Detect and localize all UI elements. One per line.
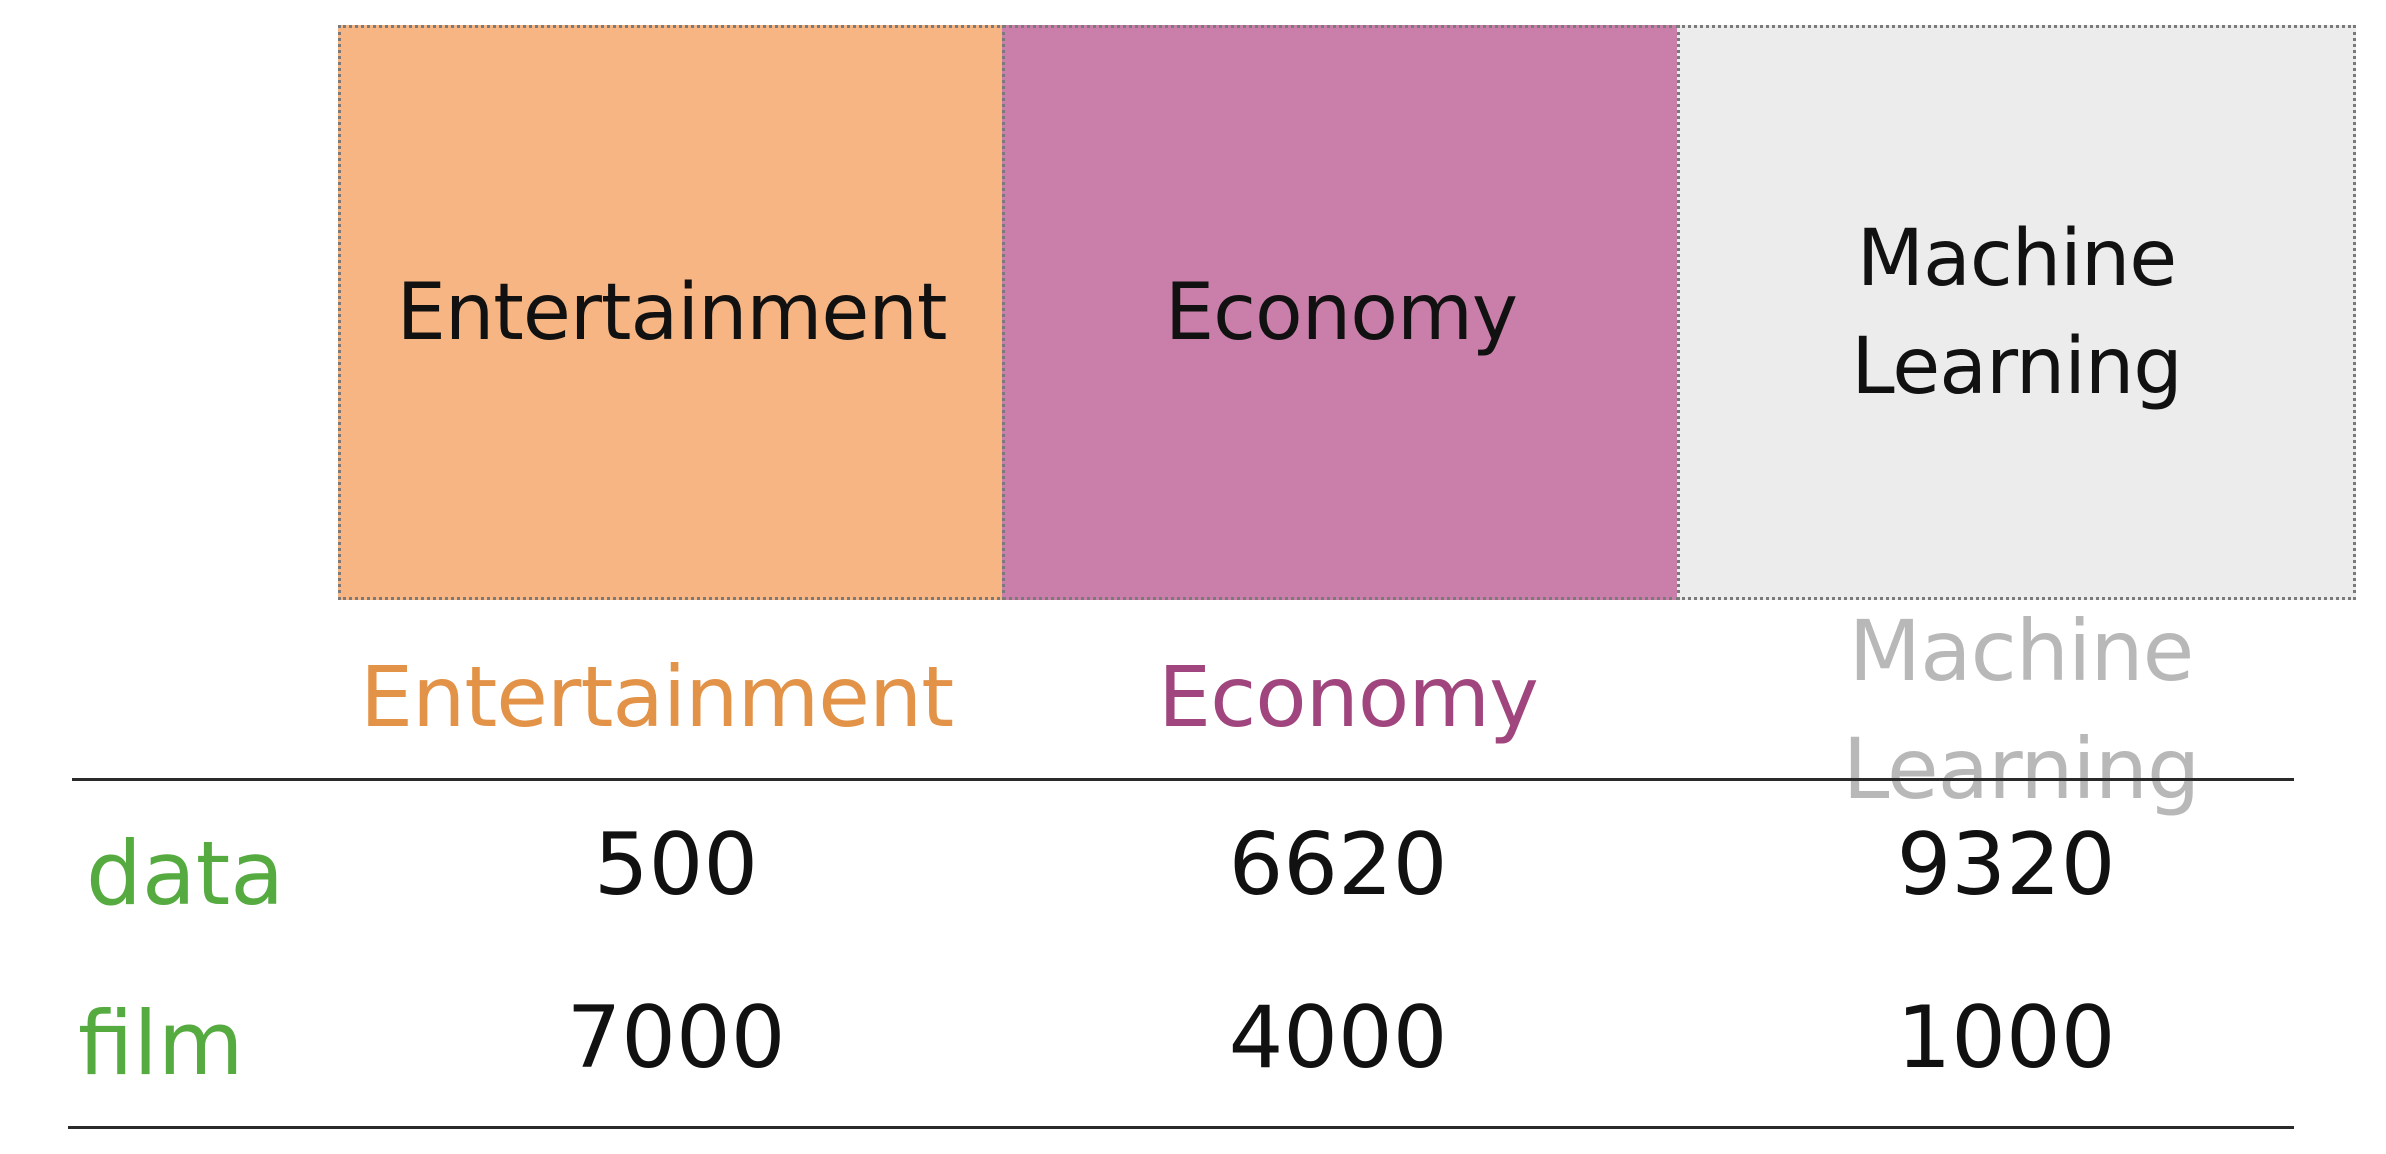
row-label-film: film [78, 992, 244, 1095]
table-cell: 4000 [1228, 988, 1448, 1088]
table-cell: 500 [593, 815, 759, 915]
topic-box-economy: Economy [1002, 25, 1680, 600]
table-top-rule [72, 778, 2294, 781]
column-header-machine-learning: Machine Learning [1832, 592, 2210, 828]
topic-box-machine-learning: Machine Learning [1677, 25, 2356, 600]
table-cell: 6620 [1228, 815, 1448, 915]
topic-box-label: Entertainment [396, 267, 948, 358]
row-label-data: data [86, 822, 285, 925]
table-cell: 1000 [1896, 988, 2116, 1088]
topic-box-label: Economy [1164, 267, 1518, 358]
column-header-entertainment: Entertainment [360, 648, 954, 746]
table-cell: 7000 [566, 988, 786, 1088]
table-cell: 9320 [1896, 815, 2116, 915]
column-header-economy: Economy [1158, 648, 1539, 746]
column-header-line-2: Learning [1842, 720, 2201, 818]
column-header-line-1: Machine [1848, 602, 2195, 700]
topic-box-entertainment: Entertainment [338, 25, 1005, 600]
topic-box-label-line-2: Learning [1851, 321, 2183, 412]
table-bottom-rule [68, 1126, 2294, 1129]
topic-box-label-line-1: Machine [1856, 213, 2178, 304]
